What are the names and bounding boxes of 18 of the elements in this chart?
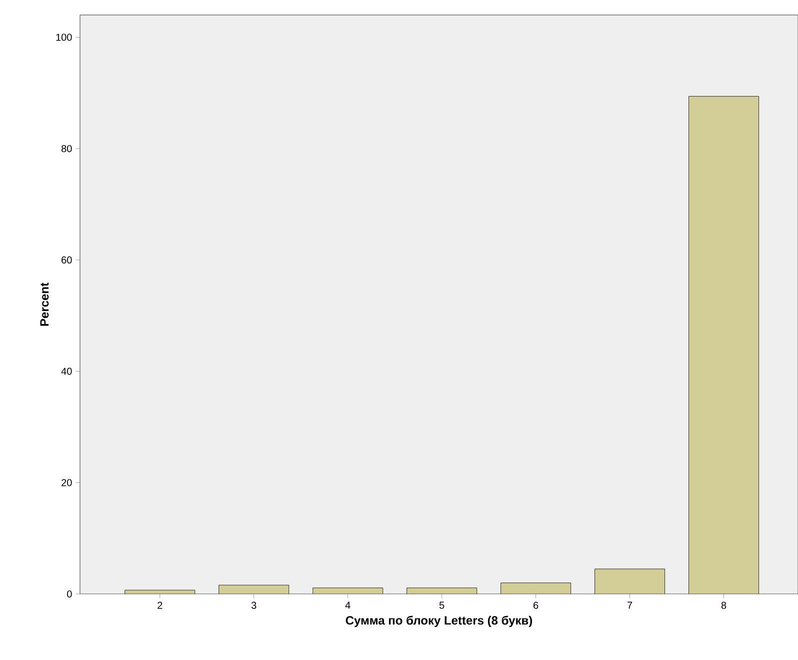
- x-tick-label: 2: [158, 602, 162, 609]
- y-tick-label: 20: [62, 479, 72, 486]
- y-tick-label: 80: [62, 145, 72, 152]
- x-tick-label: 7: [628, 602, 632, 609]
- y-tick-label: 100: [56, 34, 72, 41]
- x-axis-title: Сумма по блоку Letters (8 букв): [346, 616, 532, 628]
- y-tick-label: 0: [67, 590, 72, 598]
- y-axis-title: Percent: [40, 282, 49, 326]
- y-tick-label: 60: [62, 256, 72, 264]
- x-tick-label: 6: [534, 602, 538, 609]
- x-tick-label: 5: [439, 602, 444, 609]
- y-tick-label: 40: [61, 368, 72, 375]
- bar: [688, 96, 759, 594]
- x-tick-label: 4: [345, 602, 350, 609]
- x-tick-label: 3: [251, 602, 256, 609]
- bar: [500, 582, 571, 594]
- bar: [594, 568, 665, 594]
- x-tick-label: 8: [721, 602, 726, 609]
